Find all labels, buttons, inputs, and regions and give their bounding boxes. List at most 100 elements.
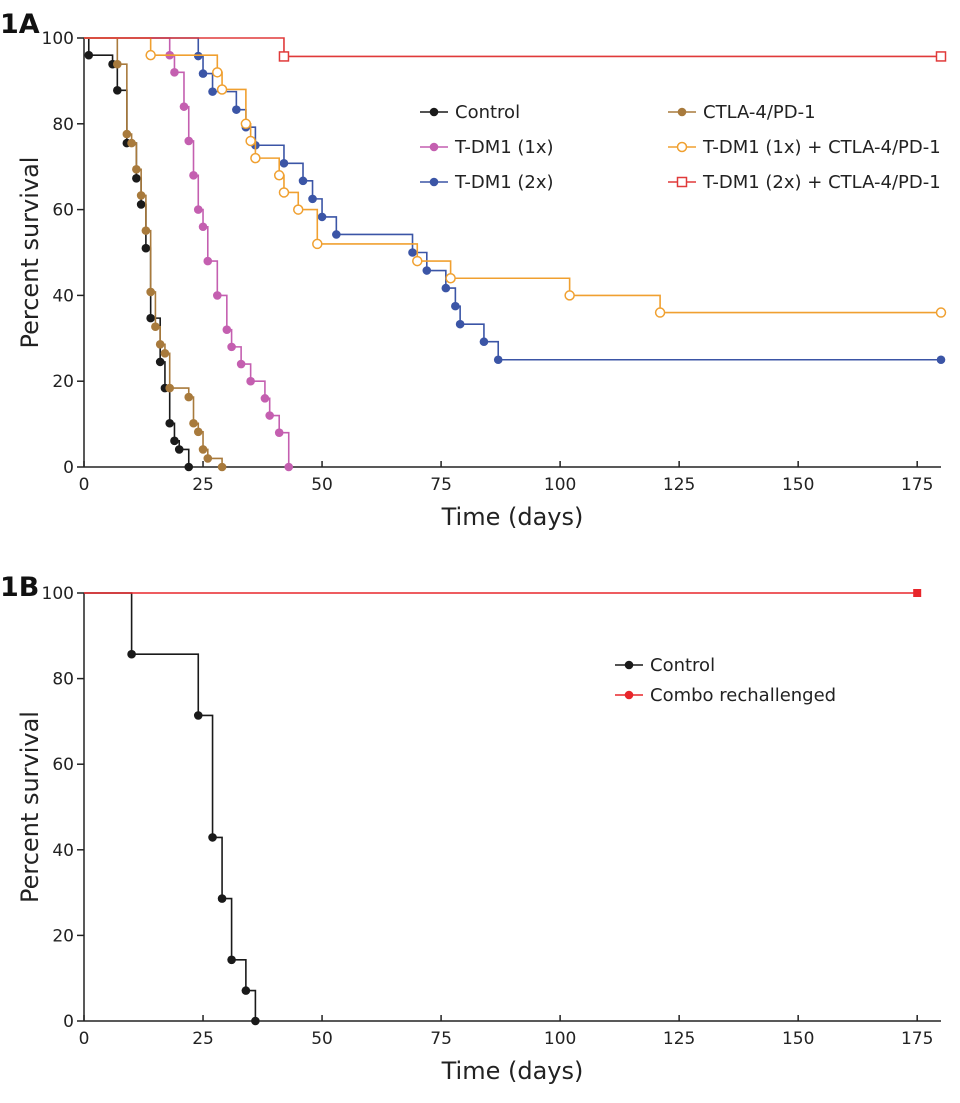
series-combo-rechallenged [84,589,922,597]
x-tick-label: 75 [430,1029,452,1049]
y-tick-label: 80 [52,115,74,135]
data-point [278,187,290,198]
data-point [170,68,179,77]
data-point [279,158,289,168]
y-tick-label: 20 [52,926,74,946]
data-point [441,283,451,293]
data-point [136,200,146,209]
x-tick-label: 100 [544,1029,576,1049]
y-tick-label: 100 [42,584,74,604]
legend-swatch-marker [676,176,688,188]
panel-label: 1A [0,9,40,40]
data-point [146,313,155,323]
legend-swatch-marker [676,141,688,153]
data-point [265,411,274,420]
data-point [278,51,290,62]
x-tick-label: 25 [192,475,214,495]
series-line [84,37,223,467]
y-tick-label: 60 [52,755,74,775]
data-point [293,204,304,215]
data-point [246,376,255,386]
y-tick-label: 40 [52,841,74,861]
series-line [84,37,290,467]
data-point [936,355,946,365]
y-axis-title: Percent survival [16,157,44,349]
data-point [412,255,423,267]
x-tick-label: 50 [311,475,333,495]
data-point [654,307,666,318]
data-point [170,436,179,446]
data-point [145,49,156,61]
data-point [479,337,489,347]
data-point [250,152,261,164]
data-point [136,191,146,200]
data-point [184,136,194,146]
legend-swatch-marker [677,107,687,117]
data-point [332,230,341,239]
data-point [203,256,213,266]
series-t-dm1-2x-ctla-4-pd-1 [84,37,947,62]
data-point [913,589,922,597]
legend-item: Combo rechallenged [615,685,836,706]
x-tick-label: 100 [544,475,576,495]
x-tick-label: 175 [901,1029,933,1049]
panel-label: 1B [0,572,39,603]
x-tick-label: 150 [782,1029,814,1049]
data-point [174,445,184,454]
data-point [408,248,417,257]
y-tick-label: 60 [52,201,74,221]
data-point [141,243,151,253]
data-point [216,84,228,95]
legend: Control Combo rechallenged [615,655,836,706]
legend-label: T-DM1 (1x) + CTLA-4/PD-1 [702,137,941,158]
x-tick-label: 75 [430,475,452,495]
legend: Control T-DM1 (1x) T-DM1 (2x) CTLA-4/PD-1 T-… [420,102,941,193]
y-axis-title: Percent survival [16,711,44,903]
data-point [227,955,236,965]
data-point [122,129,132,139]
data-point [193,427,203,437]
data-point [260,394,270,403]
series-line [84,37,941,58]
series-line [84,37,941,361]
data-point [198,445,208,454]
data-point [274,428,284,437]
x-tick-label: 175 [901,475,933,495]
data-point [155,340,165,349]
series-ctla-4-pd-1 [84,37,227,472]
data-point [251,1016,260,1026]
data-point [132,164,141,174]
y-tick-label: 20 [52,372,74,392]
x-tick-label: 0 [79,1029,90,1049]
data-point [151,322,160,332]
data-point [422,266,432,275]
data-point [493,355,503,365]
data-point [217,462,227,472]
data-point [232,105,241,114]
data-point [132,173,141,183]
series-control [84,592,260,1026]
x-tick-label: 0 [79,475,90,495]
y-tick-label: 40 [52,286,74,306]
data-point [317,212,327,222]
data-point [240,118,252,130]
series-line [84,37,190,467]
y-tick-label: 0 [63,458,74,478]
data-point [113,86,122,95]
data-point [184,392,194,402]
data-point [935,51,947,62]
data-point [245,135,256,147]
y-tick-label: 80 [52,670,74,690]
data-point [193,51,203,61]
legend-label: Control [650,655,715,676]
legend-swatch-marker [429,142,439,152]
legend-swatch-marker [624,690,634,700]
data-point [189,418,198,428]
data-point [935,307,947,318]
x-tick-label: 125 [663,1029,695,1049]
series-control [84,37,194,472]
legend-item: Control [615,655,715,676]
data-point [298,176,308,186]
x-axis-title: Time (days) [441,1057,584,1085]
